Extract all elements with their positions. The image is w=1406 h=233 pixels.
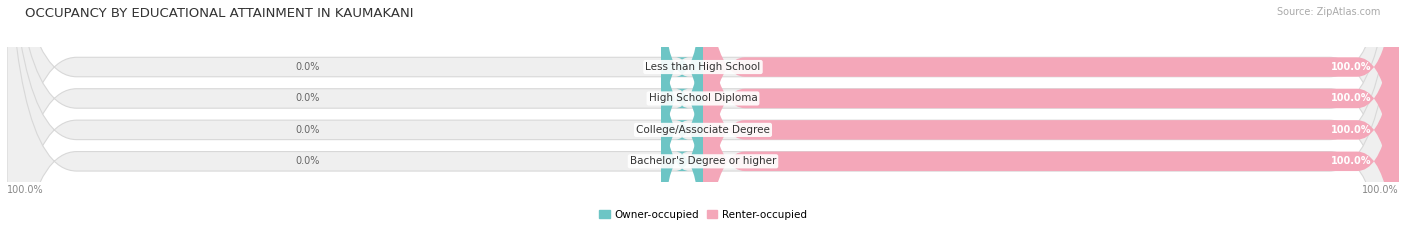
Text: 0.0%: 0.0% bbox=[295, 156, 321, 166]
FancyBboxPatch shape bbox=[703, 0, 1399, 233]
FancyBboxPatch shape bbox=[703, 0, 1399, 233]
Text: 100.0%: 100.0% bbox=[1330, 93, 1371, 103]
Text: 100.0%: 100.0% bbox=[7, 185, 44, 195]
Legend: Owner-occupied, Renter-occupied: Owner-occupied, Renter-occupied bbox=[595, 206, 811, 224]
Text: 0.0%: 0.0% bbox=[295, 62, 321, 72]
Text: Bachelor's Degree or higher: Bachelor's Degree or higher bbox=[630, 156, 776, 166]
Text: Source: ZipAtlas.com: Source: ZipAtlas.com bbox=[1277, 7, 1381, 17]
FancyBboxPatch shape bbox=[7, 0, 1399, 233]
Text: 0.0%: 0.0% bbox=[295, 93, 321, 103]
Text: High School Diploma: High School Diploma bbox=[648, 93, 758, 103]
Text: 100.0%: 100.0% bbox=[1330, 125, 1371, 135]
FancyBboxPatch shape bbox=[7, 0, 1399, 233]
Text: 100.0%: 100.0% bbox=[1330, 62, 1371, 72]
Text: College/Associate Degree: College/Associate Degree bbox=[636, 125, 770, 135]
Text: 100.0%: 100.0% bbox=[1330, 156, 1371, 166]
Text: Less than High School: Less than High School bbox=[645, 62, 761, 72]
FancyBboxPatch shape bbox=[661, 45, 703, 233]
FancyBboxPatch shape bbox=[661, 14, 703, 233]
FancyBboxPatch shape bbox=[7, 0, 1399, 233]
FancyBboxPatch shape bbox=[7, 0, 1399, 233]
FancyBboxPatch shape bbox=[703, 0, 1399, 233]
FancyBboxPatch shape bbox=[661, 0, 703, 214]
FancyBboxPatch shape bbox=[703, 0, 1399, 233]
Text: OCCUPANCY BY EDUCATIONAL ATTAINMENT IN KAUMAKANI: OCCUPANCY BY EDUCATIONAL ATTAINMENT IN K… bbox=[25, 7, 413, 20]
Text: 100.0%: 100.0% bbox=[1362, 185, 1399, 195]
FancyBboxPatch shape bbox=[661, 0, 703, 183]
Text: 0.0%: 0.0% bbox=[295, 125, 321, 135]
